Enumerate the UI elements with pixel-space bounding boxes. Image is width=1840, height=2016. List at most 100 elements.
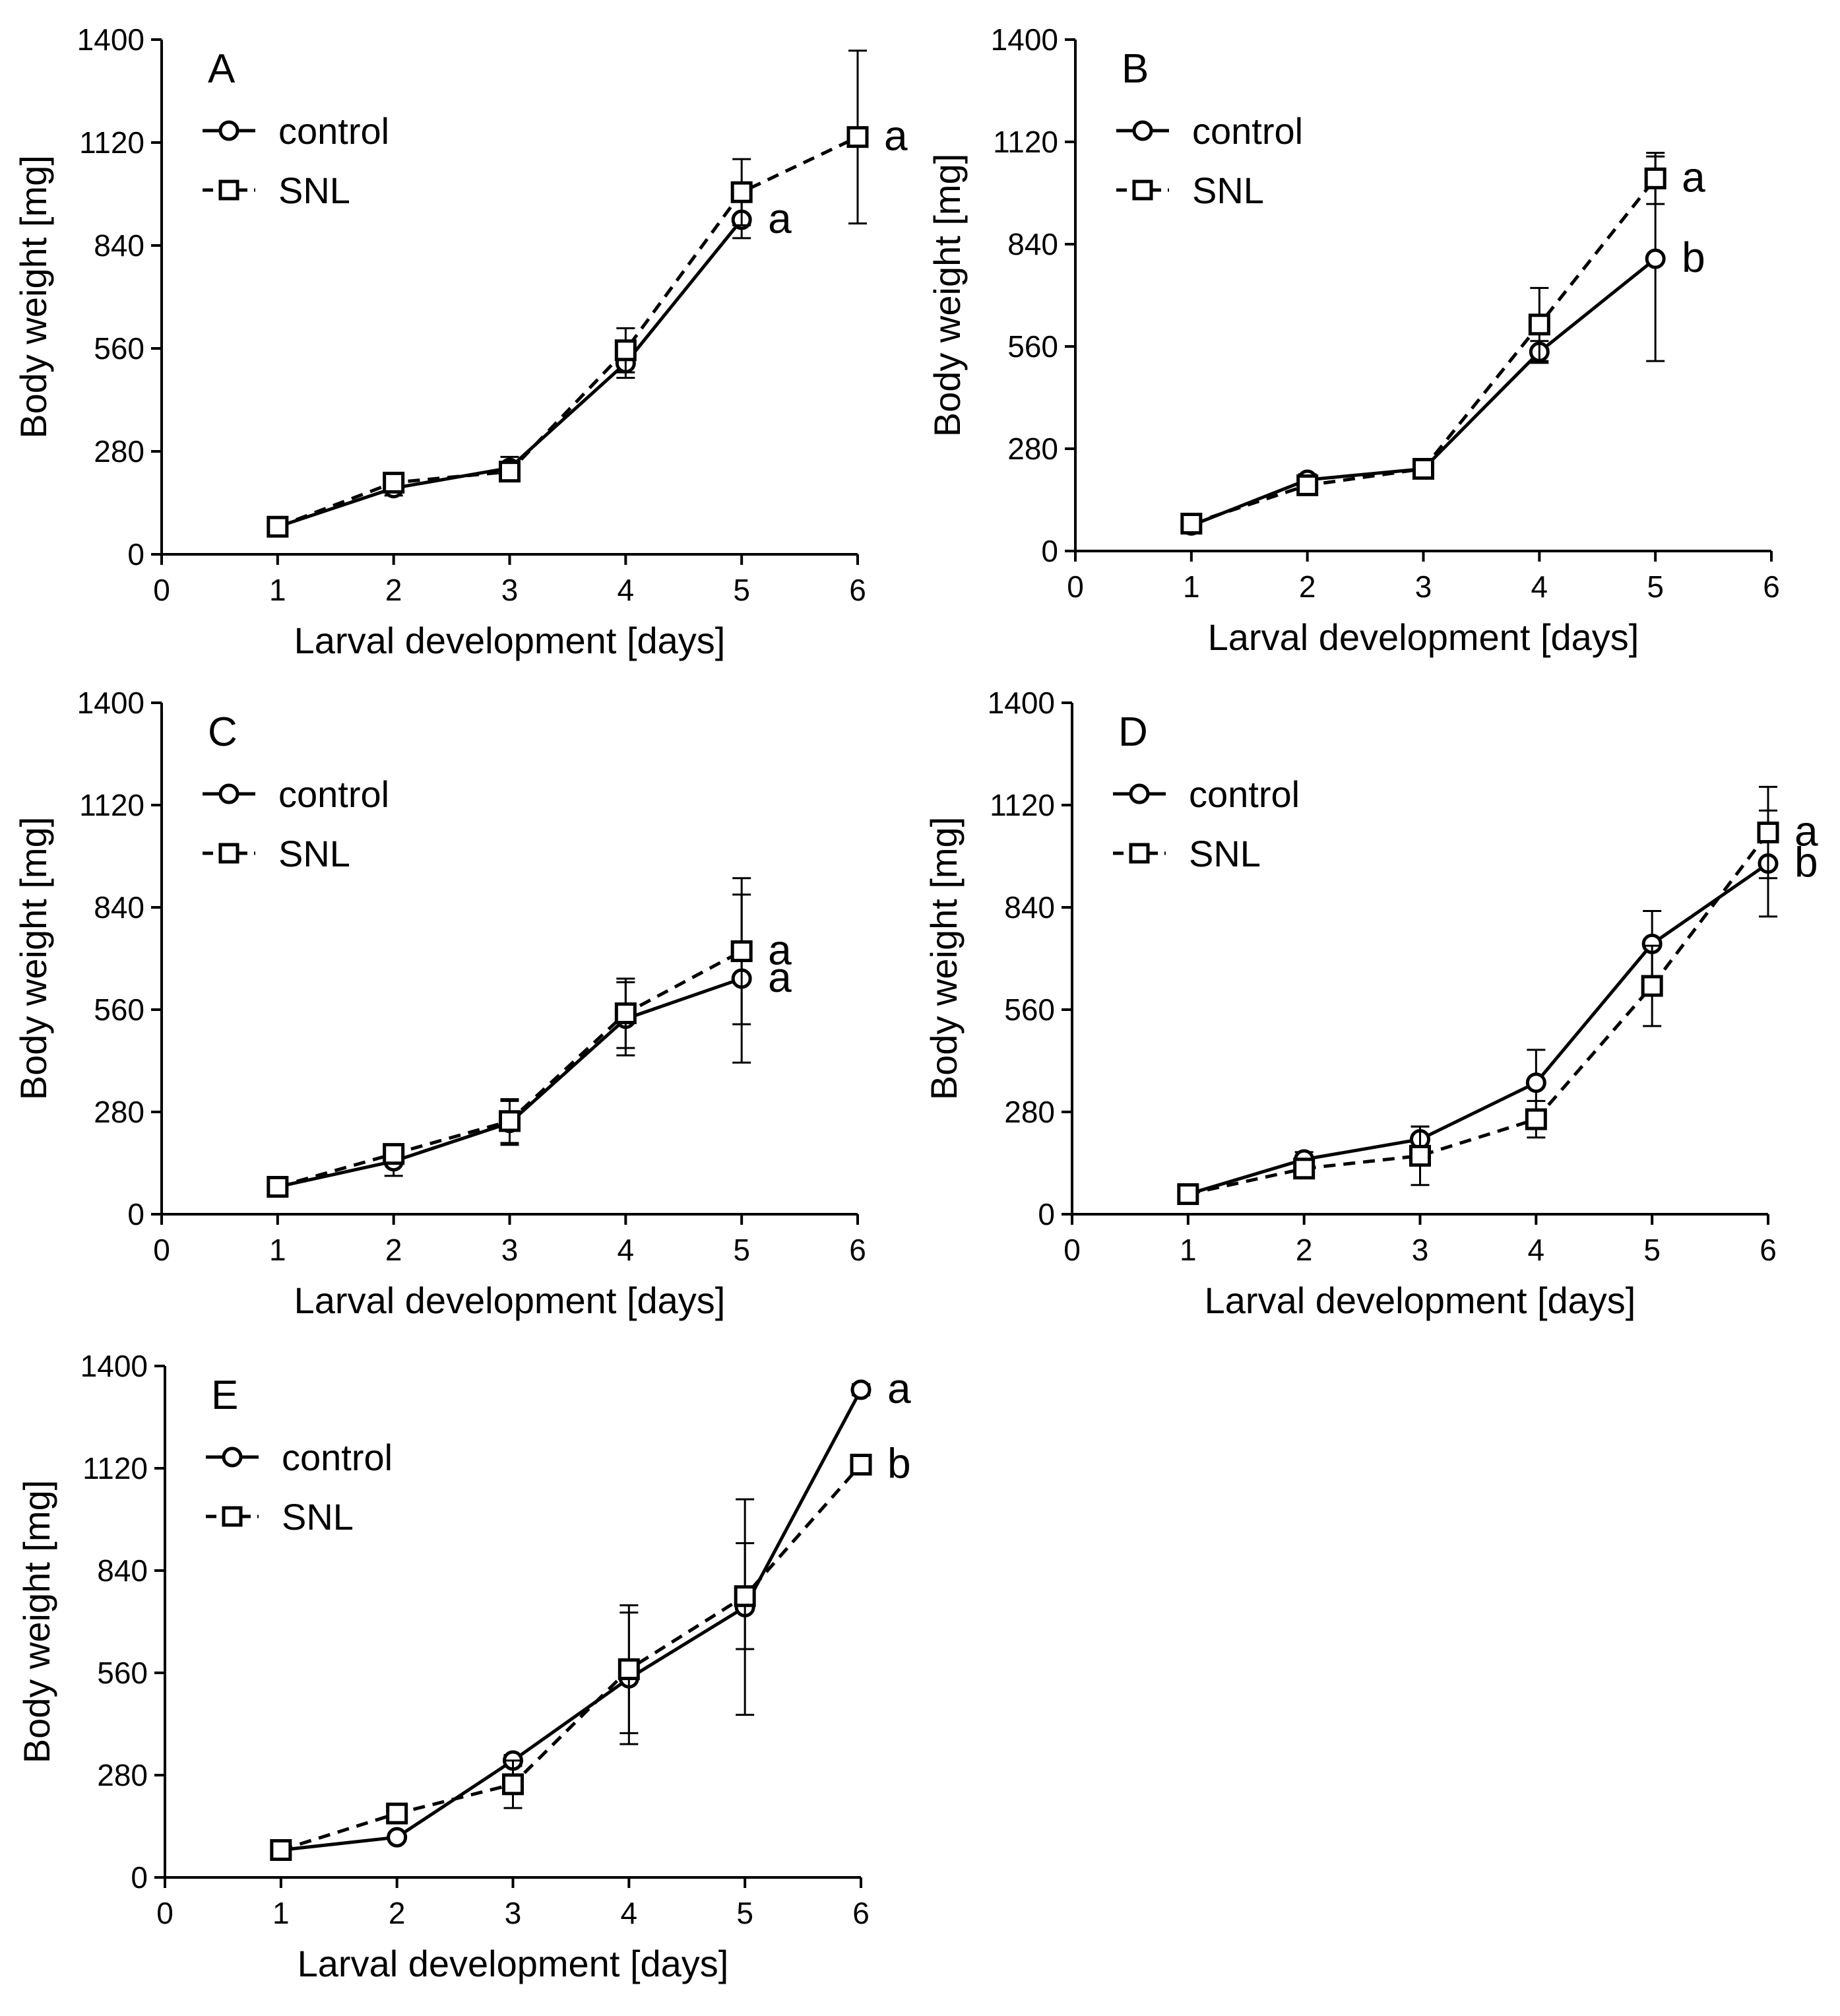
y-axis-title: Body weight [mg] <box>926 154 968 438</box>
x-tick-label: 6 <box>849 573 866 607</box>
series-line-control <box>1188 862 1769 1196</box>
data-point-snl <box>846 126 869 148</box>
x-tick-label: 2 <box>1299 569 1316 604</box>
legend-circle-marker <box>218 120 239 141</box>
data-point-snl <box>730 940 753 962</box>
legend-square-marker <box>218 843 239 864</box>
data-point-snl <box>1293 1157 1316 1180</box>
x-axis-title: Larval development [days] <box>1205 1280 1636 1321</box>
legend-label: control <box>1192 110 1303 152</box>
x-axis-title: Larval development [days] <box>294 1280 726 1321</box>
x-tick-label: 6 <box>1763 569 1780 604</box>
y-tick-label: 1400 <box>991 22 1058 57</box>
legend-square-marker <box>222 1506 243 1527</box>
x-tick-label: 0 <box>1067 569 1084 604</box>
data-point-snl <box>383 1143 405 1165</box>
y-tick-label: 280 <box>97 1758 148 1792</box>
y-tick-label: 1120 <box>993 125 1058 159</box>
x-tick-label: 5 <box>1647 569 1664 604</box>
significance-letter: a <box>768 926 792 973</box>
data-point-snl <box>267 1175 289 1198</box>
y-tick-label: 0 <box>131 1860 148 1895</box>
x-axis-title: Larval development [days] <box>294 620 726 661</box>
legend-circle-marker <box>222 1447 243 1468</box>
y-tick-label: 1120 <box>990 788 1055 822</box>
x-tick-label: 5 <box>1643 1233 1661 1267</box>
x-tick-label: 1 <box>269 1233 286 1267</box>
y-tick-label: 280 <box>94 1095 144 1129</box>
y-tick-label: 840 <box>94 890 144 925</box>
panel-label: A <box>208 46 236 92</box>
series-line-snl <box>277 950 743 1188</box>
significance-letter: b <box>1682 234 1705 281</box>
data-point-control <box>1645 248 1666 269</box>
y-tick-label: 1400 <box>988 686 1055 720</box>
significance-letter: a <box>768 954 792 1001</box>
y-tick-label: 1400 <box>80 1349 148 1383</box>
data-point-snl <box>499 461 521 483</box>
legend-circle-marker <box>218 783 239 804</box>
x-tick-label: 2 <box>385 1233 402 1267</box>
x-tick-label: 0 <box>156 1896 174 1930</box>
data-point-snl <box>270 1838 292 1861</box>
panel-label: C <box>208 709 238 755</box>
panel-label: E <box>211 1373 238 1418</box>
series-line-snl <box>276 135 859 529</box>
data-point-snl <box>1412 457 1434 480</box>
x-tick-label: 2 <box>1296 1233 1313 1267</box>
y-tick-label: 1400 <box>77 686 144 720</box>
x-tick-label: 4 <box>1531 569 1548 604</box>
y-tick-label: 560 <box>97 1656 148 1690</box>
data-point-snl <box>1641 975 1663 997</box>
data-point-snl <box>1177 1183 1199 1206</box>
x-tick-label: 1 <box>272 1896 290 1930</box>
y-tick-label: 280 <box>94 434 144 469</box>
y-tick-label: 280 <box>1004 1095 1055 1129</box>
data-point-control <box>387 1827 408 1848</box>
series-line-control <box>1190 257 1657 527</box>
panel-label: B <box>1122 46 1149 92</box>
x-tick-label: 1 <box>1183 569 1200 604</box>
data-point-snl <box>1757 822 1779 844</box>
x-tick-label: 5 <box>733 1233 750 1267</box>
significance-letter: a <box>887 1365 911 1412</box>
x-tick-label: 3 <box>501 573 519 607</box>
x-tick-label: 4 <box>618 1233 635 1267</box>
y-axis-title: Body weight [mg] <box>13 817 54 1101</box>
y-tick-label: 840 <box>1007 227 1058 261</box>
legend-circle-marker <box>1129 783 1150 804</box>
y-tick-label: 560 <box>1004 992 1055 1027</box>
data-point-snl <box>618 1658 640 1680</box>
data-point-snl <box>614 1002 637 1025</box>
legend-label: control <box>282 1437 393 1478</box>
x-tick-label: 3 <box>505 1896 522 1930</box>
significance-letter: a <box>1794 808 1818 855</box>
legend-label: SNL <box>282 1496 354 1538</box>
data-point-snl <box>383 471 405 494</box>
y-tick-label: 0 <box>127 537 144 571</box>
y-tick-label: 1120 <box>79 125 144 160</box>
legend-circle-marker <box>1132 120 1153 141</box>
significance-letter: a <box>768 195 792 242</box>
x-axis-title: Larval development [days] <box>1208 616 1639 658</box>
y-axis-title: Body weight [mg] <box>13 155 54 439</box>
significance-letter: b <box>887 1439 911 1487</box>
y-tick-label: 840 <box>94 228 144 263</box>
y-tick-label: 560 <box>1007 329 1058 364</box>
data-point-snl <box>1644 167 1666 189</box>
y-tick-label: 1120 <box>82 1451 148 1485</box>
data-point-snl <box>267 515 289 538</box>
data-point-snl <box>1528 313 1550 336</box>
x-tick-label: 1 <box>269 573 286 607</box>
series-line-snl <box>1188 831 1769 1196</box>
x-tick-label: 0 <box>153 1233 170 1267</box>
data-point-snl <box>499 1110 521 1132</box>
data-point-snl <box>730 181 753 203</box>
legend-label: SNL <box>278 170 350 211</box>
x-tick-label: 4 <box>621 1896 638 1930</box>
series-line-snl <box>280 1463 862 1852</box>
